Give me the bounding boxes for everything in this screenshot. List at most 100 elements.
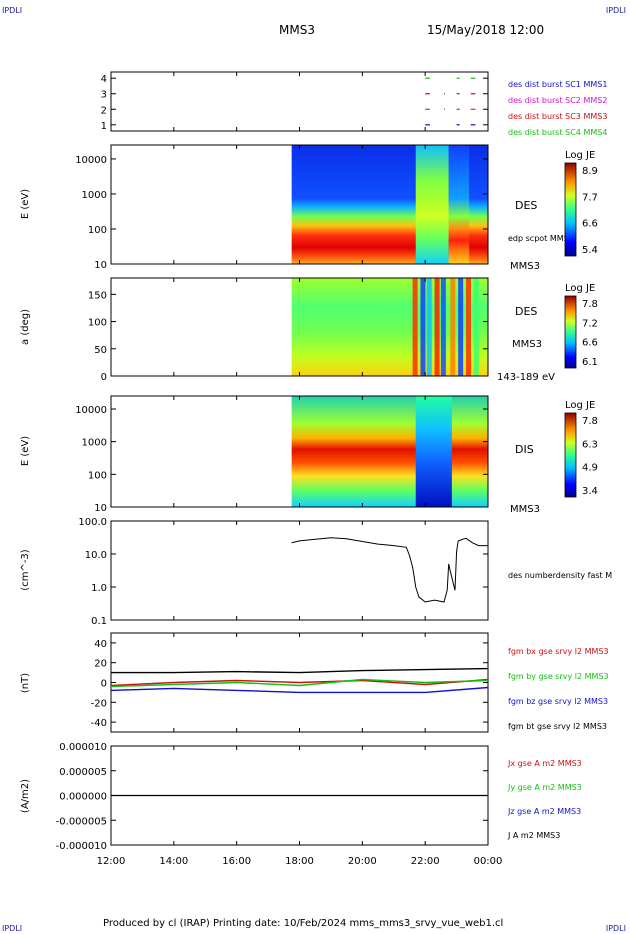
- pitch-angle-stripe: [473, 278, 479, 376]
- des-energy-colorbar-tick-label: 5.4: [582, 245, 598, 256]
- des-energy-ylabel: E (eV): [20, 189, 31, 219]
- current-y-tick-label: -0.000010: [56, 841, 107, 852]
- burst-y-tick-label: 4: [101, 74, 107, 85]
- bfield-legend-entry: fgm by gse srvy l2 MMS3: [508, 672, 609, 681]
- current-y-tick-label: 0.000005: [59, 767, 107, 778]
- bfield-y-tick-label: 0: [101, 679, 107, 690]
- bfield-y-tick-label: 20: [94, 659, 107, 670]
- pitch-angle-colorbar-tick-label: 6.1: [582, 357, 598, 368]
- density-ylabel: (cm^-3): [20, 549, 31, 590]
- pitch-angle-y-tick-label: 50: [94, 345, 107, 356]
- corner-label-top-right: IPDLI: [605, 6, 626, 15]
- pitch-angle-colorbar-tick-label: 6.6: [582, 338, 598, 349]
- burst-legend-entry: des dist burst SC3 MMS3: [508, 112, 607, 121]
- bfield-legend-entry: fgm bz gse srvy l2 MMS3: [508, 697, 608, 706]
- dis-energy-colorbar: [564, 412, 577, 498]
- dis-energy-y-tick-label: 100: [88, 470, 107, 481]
- des-energy-colorbar-tick-label: 8.9: [582, 166, 598, 177]
- bfield-y-tick-label: -20: [91, 698, 107, 709]
- dis-energy-y-tick-label: 10000: [75, 405, 107, 416]
- bfield-legend-entry: fgm bx gse srvy l2 MMS3: [508, 647, 609, 656]
- dis-energy-colorbar-title: Log JE: [565, 400, 595, 411]
- corner-label-bottom-right: IPDLI: [605, 924, 626, 933]
- bfield-series-line: [110, 678, 489, 688]
- pitch-angle-energy-range: 143-189 eV: [497, 372, 555, 383]
- footer-credits: Produced by cl (IRAP) Printing date: 10/…: [103, 918, 504, 929]
- bfield-series-line: [111, 667, 489, 674]
- spacecraft-title: MMS3: [279, 23, 315, 37]
- current-y-tick-label: -0.000005: [56, 816, 107, 827]
- datetime-title: 15/May/2018 12:00: [427, 23, 545, 37]
- pitch-angle-stripe: [426, 278, 432, 376]
- current-ylabel: (A/m2): [20, 779, 31, 813]
- pitch-angle-colorbar: [564, 295, 577, 369]
- corner-label-top-left: IPDLI: [2, 6, 23, 15]
- bfield-legend-entry: fgm bt gse srvy l2 MMS3: [508, 722, 607, 731]
- burst-legend-entry: des dist burst SC1 MMS1: [508, 80, 607, 89]
- pitch-angle-colorbar-tick-label: 7.2: [582, 318, 598, 329]
- dis-energy-colorbar-tick-label: 4.9: [582, 463, 598, 474]
- x-axis-tick-label: 12:00: [97, 856, 126, 867]
- x-axis-tick-label: 20:00: [348, 856, 377, 867]
- pitch-angle-stripe: [412, 278, 418, 376]
- x-axis-tick-label: 22:00: [411, 856, 440, 867]
- dis-energy-colorbar-tick-label: 3.4: [582, 486, 598, 497]
- density-y-tick-label: 0.1: [91, 616, 107, 627]
- des-energy-colorbar: [564, 162, 577, 257]
- x-axis-tick-label: 00:00: [474, 856, 503, 867]
- pitch-angle-y-tick-label: 0: [101, 372, 107, 383]
- des-energy-colorbar-title: Log JE: [565, 150, 595, 161]
- dis-energy-spectrum-fill: [291, 396, 488, 507]
- des-energy-y-tick-label: 1000: [82, 190, 107, 201]
- current-legend-entry: Jx gse A m2 MMS3: [507, 759, 582, 768]
- pitch-angle-y-tick-label: 150: [88, 290, 107, 301]
- pitch-angle-side-label: DES: [515, 305, 537, 318]
- burst-y-tick-label: 2: [101, 105, 107, 116]
- burst-legend-entry: des dist burst SC2 MMS2: [508, 96, 607, 105]
- density-series-line: [291, 537, 488, 603]
- des-energy-mid-region: [415, 145, 449, 264]
- des-energy-late-region: [448, 145, 470, 264]
- des-energy-y-tick-label: 10000: [75, 155, 107, 166]
- des-energy-y-tick-label: 10: [94, 260, 107, 271]
- x-axis-tick-label: 18:00: [285, 856, 314, 867]
- des-energy-colorbar-tick-label: 6.6: [582, 219, 598, 230]
- bfield-series-line: [110, 686, 489, 694]
- density-legend-entry: des numberdensity fast M: [508, 571, 612, 580]
- pitch-angle-stripe: [450, 278, 456, 376]
- corner-label-bottom-left: IPDLI: [2, 924, 23, 933]
- pitch-angle-stripe: [440, 278, 446, 376]
- density-y-tick-label: 100.0: [78, 517, 107, 528]
- dis-energy-ylabel: E (eV): [20, 436, 31, 466]
- current-legend-entry: Jz gse A m2 MMS3: [507, 807, 581, 816]
- des-side-label-sc: MMS3: [510, 261, 540, 272]
- density-y-tick-label: 10.0: [85, 550, 107, 561]
- pitch-angle-colorbar-title: Log JE: [565, 283, 595, 294]
- des-side-label-scpot: edp scpot MMS3: [508, 234, 574, 243]
- bfield-series-line: [110, 678, 489, 687]
- pitch-angle-stripe: [434, 278, 440, 376]
- dis-energy-y-tick-label: 1000: [82, 438, 107, 449]
- dis-energy-colorbar-tick-label: 6.3: [582, 439, 598, 450]
- dis-side-label: DIS: [515, 443, 534, 456]
- des-energy-colorbar-tick-label: 7.7: [582, 192, 598, 203]
- current-y-tick-label: 0.000010: [59, 742, 107, 753]
- density-y-tick-label: 1.0: [91, 583, 107, 594]
- pitch-angle-ylabel: a (deg): [20, 309, 31, 345]
- burst-y-tick-label: 1: [101, 121, 107, 132]
- x-axis-tick-label: 16:00: [222, 856, 251, 867]
- density-panel-frame: [110, 520, 489, 621]
- pitch-angle-stripe: [458, 278, 464, 376]
- pitch-angle-stripe: [420, 278, 426, 376]
- pitch-angle-side-label-sc: MMS3: [512, 339, 542, 350]
- current-y-tick-label: 0.000000: [59, 792, 107, 803]
- pitch-angle-stripe: [466, 278, 472, 376]
- des-energy-y-tick-label: 100: [88, 225, 107, 236]
- current-legend-entry: Jy gse A m2 MMS3: [507, 783, 582, 792]
- dis-side-label-sc: MMS3: [510, 504, 540, 515]
- des-side-label: DES: [515, 199, 537, 212]
- pitch-angle-colorbar-tick-label: 7.8: [582, 299, 598, 310]
- x-axis-tick-label: 14:00: [159, 856, 188, 867]
- bfield-ylabel: (nT): [20, 673, 31, 693]
